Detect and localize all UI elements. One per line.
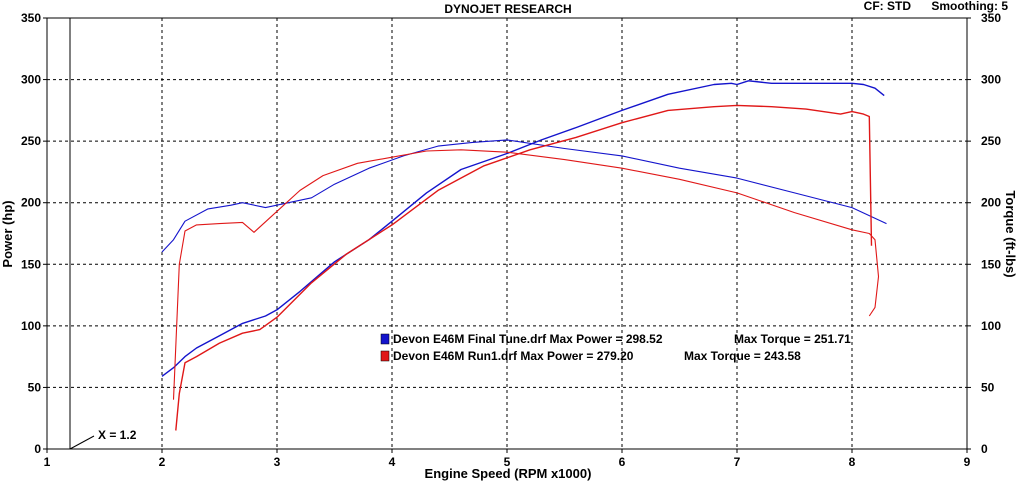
y-right-tick-label: 0 [981, 442, 988, 456]
chart-title: DYNOJET RESEARCH [444, 2, 571, 16]
legend-swatch-final-tune [380, 333, 390, 345]
x-tick-labels: 1 2 3 4 5 6 7 8 9 [44, 449, 971, 469]
y-right-tick-label: 50 [981, 380, 995, 394]
series-line-torque-3 [172, 149, 880, 400]
legend-text-final-tune: Devon E46M Final Tune.drf Max Power = 29… [393, 332, 663, 346]
y-right-tick-label: 100 [981, 319, 1001, 333]
x-tick-label: 1 [44, 455, 51, 469]
y-left-tick-label: 200 [21, 196, 41, 210]
y-right-tick-label: 250 [981, 134, 1001, 148]
y-right-tick-label: 150 [981, 257, 1001, 271]
legend-torque-run1: Max Torque = 243.58 [684, 349, 801, 363]
legend-torque-final-tune: Max Torque = 251.71 [734, 332, 851, 346]
y-left-tick-label: 350 [21, 11, 41, 25]
y-left-tick-label: 0 [34, 442, 41, 456]
y-left-tick-labels: 0 50 100 150 200 250 300 350 [21, 11, 47, 456]
series-line-power-2 [175, 104, 873, 431]
y-axis-title-right: Torque (ft-lbs) [1003, 190, 1017, 277]
x-tick-label: 4 [389, 455, 396, 469]
x-tick-label: 6 [619, 455, 626, 469]
smoothing-label: Smoothing: 5 [931, 0, 1008, 13]
y-left-tick-label: 250 [21, 134, 41, 148]
series-lines [161, 80, 887, 431]
legend-text-run1: Devon E46M Run1.drf Max Power = 279.20 [393, 349, 634, 363]
x-marker-pointer [69, 435, 95, 450]
x-tick-label: 9 [964, 455, 971, 469]
y-right-tick-label: 300 [981, 73, 1001, 87]
legend-swatch-run1 [380, 350, 390, 362]
series-line-torque-1 [161, 139, 887, 253]
x-tick-label: 7 [734, 455, 741, 469]
y-left-tick-label: 150 [21, 257, 41, 271]
series-line-power-0 [161, 80, 885, 377]
y-axis-title-left: Power (hp) [0, 200, 15, 267]
x-axis-title: Engine Speed (RPM x1000) [425, 466, 592, 481]
y-right-tick-label: 200 [981, 196, 1001, 210]
x-marker-label: X = 1.2 [98, 428, 137, 442]
x-tick-label: 2 [159, 455, 166, 469]
y-left-tick-label: 300 [21, 73, 41, 87]
x-tick-label: 8 [849, 455, 856, 469]
y-left-tick-label: 50 [28, 380, 42, 394]
y-left-tick-label: 100 [21, 319, 41, 333]
legend: Devon E46M Final Tune.drf Max Power = 29… [380, 332, 851, 363]
x-tick-label: 3 [274, 455, 281, 469]
cf-label: CF: STD [864, 0, 912, 13]
y-right-tick-label: 350 [981, 11, 1001, 25]
x-tick-label: 5 [504, 455, 511, 469]
y-right-tick-labels: 0 50 100 150 200 250 300 350 [967, 11, 1001, 456]
